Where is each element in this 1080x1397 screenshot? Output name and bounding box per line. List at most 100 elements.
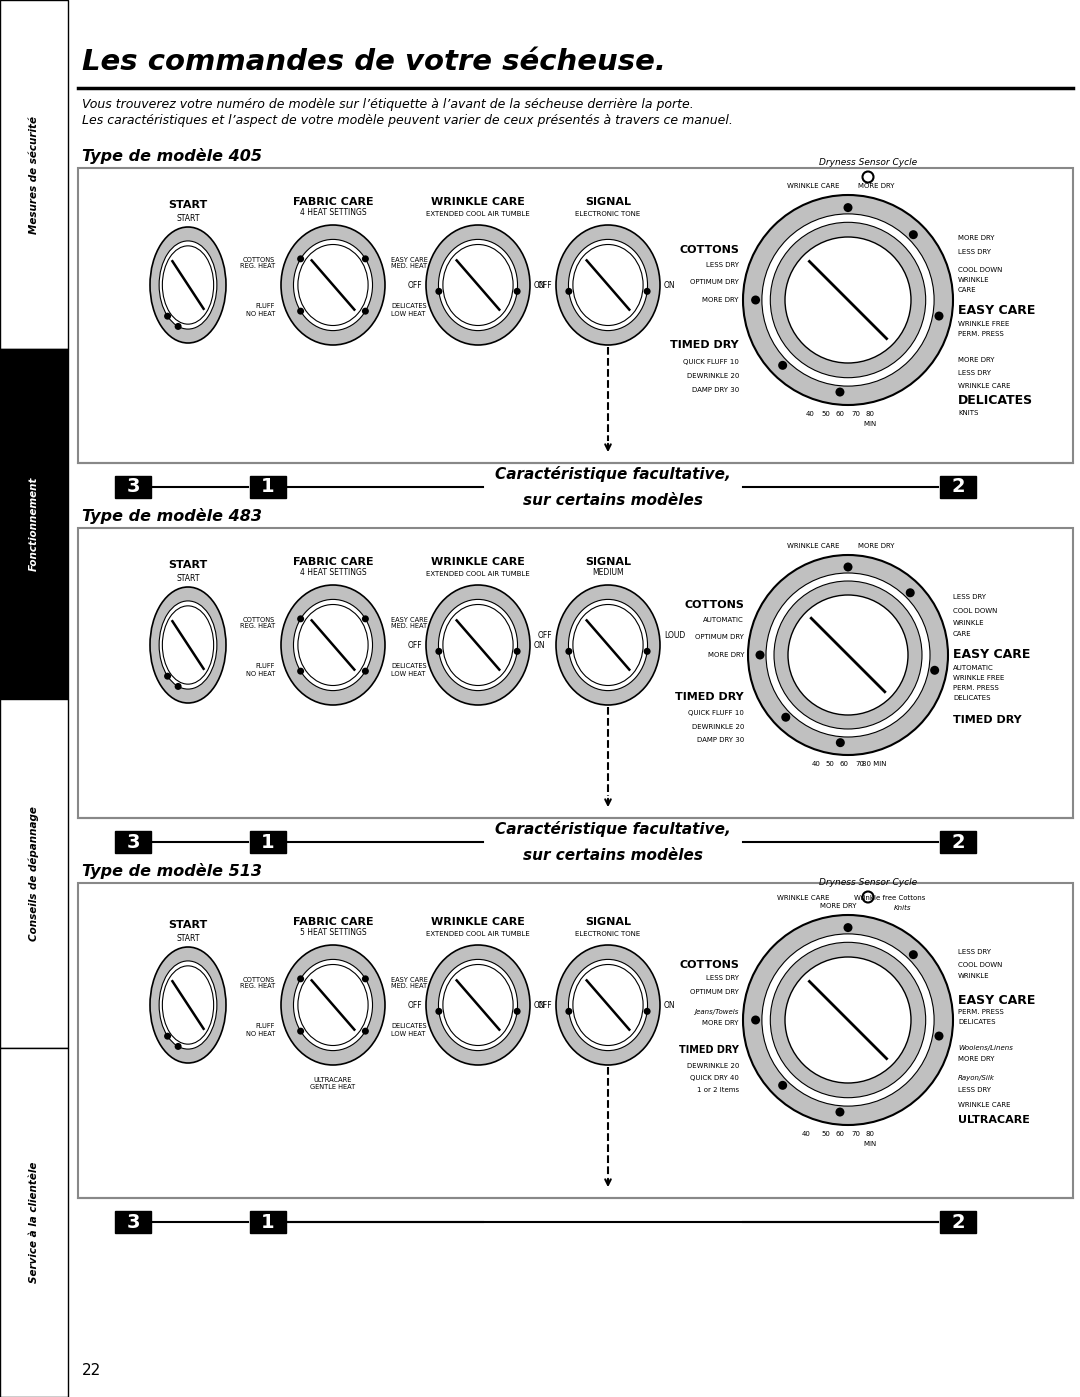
Text: WRINKLE CARE: WRINKLE CARE xyxy=(431,557,525,567)
Bar xyxy=(940,831,976,854)
Text: LESS DRY: LESS DRY xyxy=(953,594,986,599)
Circle shape xyxy=(164,313,171,320)
Circle shape xyxy=(761,214,934,386)
Text: Dryness Sensor Cycle: Dryness Sensor Cycle xyxy=(819,158,917,168)
Circle shape xyxy=(644,1007,650,1014)
Circle shape xyxy=(785,237,912,363)
Text: LESS DRY: LESS DRY xyxy=(958,370,991,376)
Text: OFF: OFF xyxy=(538,281,552,289)
Text: EASY CARE: EASY CARE xyxy=(958,303,1036,317)
Text: Caractéristique facultative,: Caractéristique facultative, xyxy=(495,821,731,837)
Circle shape xyxy=(756,651,765,659)
Text: 3: 3 xyxy=(126,833,139,852)
Text: 40: 40 xyxy=(806,411,814,416)
Text: 60: 60 xyxy=(839,761,849,767)
Text: sur certains modèles: sur certains modèles xyxy=(523,493,703,509)
Text: 5 HEAT SETTINGS: 5 HEAT SETTINGS xyxy=(299,928,366,937)
Circle shape xyxy=(774,581,922,729)
Ellipse shape xyxy=(572,964,643,1045)
Text: COTTONS: COTTONS xyxy=(679,244,739,256)
Text: Caractéristique facultative,: Caractéristique facultative, xyxy=(495,467,731,482)
Text: DELICATES: DELICATES xyxy=(953,694,990,701)
Text: MORE DRY: MORE DRY xyxy=(858,183,894,189)
Text: CARE: CARE xyxy=(958,286,976,293)
Ellipse shape xyxy=(568,599,648,690)
Text: PERM. PRESS: PERM. PRESS xyxy=(958,1009,1003,1016)
Text: START: START xyxy=(176,574,200,583)
Text: 80: 80 xyxy=(865,1132,875,1137)
Circle shape xyxy=(843,923,852,932)
Text: COTTONS: COTTONS xyxy=(684,599,744,610)
Text: 50: 50 xyxy=(822,1132,831,1137)
Text: COTTONS
REG. HEAT: COTTONS REG. HEAT xyxy=(240,257,275,270)
Text: 70: 70 xyxy=(851,1132,861,1137)
Bar xyxy=(78,168,1074,462)
Text: WRINKLE FREE: WRINKLE FREE xyxy=(958,321,1010,327)
Ellipse shape xyxy=(281,585,384,705)
Text: 1 or 2 Items: 1 or 2 Items xyxy=(697,1087,739,1092)
Bar xyxy=(78,883,1074,1199)
Circle shape xyxy=(565,648,572,655)
Circle shape xyxy=(362,668,369,675)
Bar xyxy=(249,831,286,854)
Bar xyxy=(0,0,68,349)
Text: 60: 60 xyxy=(836,1132,845,1137)
Circle shape xyxy=(779,360,787,370)
Circle shape xyxy=(297,1028,305,1035)
Text: FLUFF
NO HEAT: FLUFF NO HEAT xyxy=(245,1024,275,1037)
Text: TIMED DRY: TIMED DRY xyxy=(679,1045,739,1055)
Text: ON: ON xyxy=(664,1000,676,1010)
Bar xyxy=(114,831,151,854)
Ellipse shape xyxy=(294,599,373,690)
Ellipse shape xyxy=(150,587,226,703)
Text: 60: 60 xyxy=(836,411,845,416)
Circle shape xyxy=(934,312,944,320)
Circle shape xyxy=(644,648,650,655)
Circle shape xyxy=(164,1032,171,1039)
Circle shape xyxy=(836,1108,845,1116)
Text: COOL DOWN: COOL DOWN xyxy=(953,608,997,615)
Text: WRINKLE CARE: WRINKLE CARE xyxy=(431,916,525,928)
Text: QUICK DRY 40: QUICK DRY 40 xyxy=(690,1076,739,1081)
Ellipse shape xyxy=(298,244,368,326)
Ellipse shape xyxy=(438,599,517,690)
Text: SIGNAL: SIGNAL xyxy=(585,197,631,207)
Text: WRINKLE: WRINKLE xyxy=(958,972,989,979)
Text: DELICATES: DELICATES xyxy=(958,394,1034,407)
Text: EXTENDED COOL AIR TUMBLE: EXTENDED COOL AIR TUMBLE xyxy=(427,211,530,217)
Text: Vous trouverez votre numéro de modèle sur l’étiquette à l’avant de la sécheuse d: Vous trouverez votre numéro de modèle su… xyxy=(82,98,693,110)
Text: EXTENDED COOL AIR TUMBLE: EXTENDED COOL AIR TUMBLE xyxy=(427,571,530,577)
Text: MORE DRY: MORE DRY xyxy=(958,235,995,242)
Bar xyxy=(114,476,151,497)
Text: LOUD: LOUD xyxy=(664,630,685,640)
Bar xyxy=(0,349,68,698)
Text: Type de modèle 513: Type de modèle 513 xyxy=(82,863,262,879)
Circle shape xyxy=(909,231,918,239)
Circle shape xyxy=(785,957,912,1083)
Text: WRINKLE: WRINKLE xyxy=(953,620,985,626)
Circle shape xyxy=(514,1007,521,1014)
Circle shape xyxy=(362,1028,369,1035)
Text: COOL DOWN: COOL DOWN xyxy=(958,267,1002,272)
Text: AUTOMATIC: AUTOMATIC xyxy=(703,617,744,623)
Circle shape xyxy=(909,950,918,960)
Text: EASY CARE
MED. HEAT: EASY CARE MED. HEAT xyxy=(391,257,428,270)
Ellipse shape xyxy=(443,605,513,686)
Text: FABRIC CARE: FABRIC CARE xyxy=(293,557,374,567)
Ellipse shape xyxy=(438,960,517,1051)
Text: 3: 3 xyxy=(126,478,139,496)
Text: Les commandes de votre sécheuse.: Les commandes de votre sécheuse. xyxy=(82,47,666,75)
Text: 40: 40 xyxy=(811,761,821,767)
Circle shape xyxy=(164,673,171,680)
Text: 50: 50 xyxy=(825,761,835,767)
Text: Dryness Sensor Cycle: Dryness Sensor Cycle xyxy=(819,877,917,887)
Text: SIGNAL: SIGNAL xyxy=(585,557,631,567)
Circle shape xyxy=(644,288,650,295)
Text: WRINKLE FREE: WRINKLE FREE xyxy=(953,675,1004,680)
Text: Wrinkle free Cottons: Wrinkle free Cottons xyxy=(854,895,926,901)
Text: Fonctionnement: Fonctionnement xyxy=(29,476,39,571)
Circle shape xyxy=(297,975,305,982)
Circle shape xyxy=(565,288,572,295)
Text: TIMED DRY: TIMED DRY xyxy=(675,692,744,703)
Text: TIMED DRY: TIMED DRY xyxy=(671,339,739,351)
